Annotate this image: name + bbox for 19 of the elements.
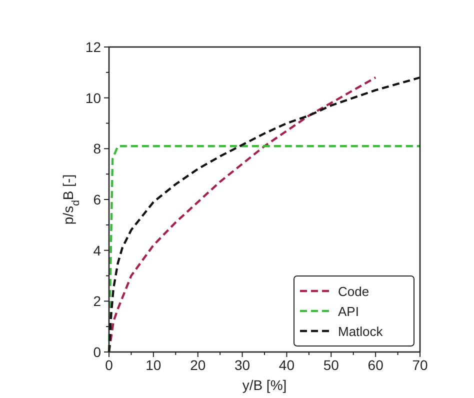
y-tick-label: 6	[93, 192, 102, 208]
y-tick-label: 0	[93, 344, 102, 360]
x-tick-label: 50	[323, 357, 340, 373]
x-tick-label: 40	[278, 357, 295, 373]
y-tick-label: 12	[85, 39, 102, 55]
x-tick-label: 20	[190, 357, 206, 373]
x-tick-label: 10	[146, 357, 162, 373]
legend-label: API	[338, 304, 359, 319]
y-tick-label: 10	[85, 90, 102, 106]
x-tick-label: 30	[234, 357, 250, 373]
x-tick-label: 70	[412, 357, 428, 373]
legend-label: Matlock	[338, 324, 384, 339]
y-tick-label: 8	[93, 140, 102, 157]
x-tick-label: 60	[368, 357, 384, 373]
y-tick-label: 2	[93, 293, 102, 310]
legend-label: Code	[338, 284, 370, 299]
x-axis-title: y/B [%]	[242, 377, 287, 393]
x-tick-label: 0	[105, 357, 114, 373]
y-tick-label: 4	[93, 242, 102, 258]
